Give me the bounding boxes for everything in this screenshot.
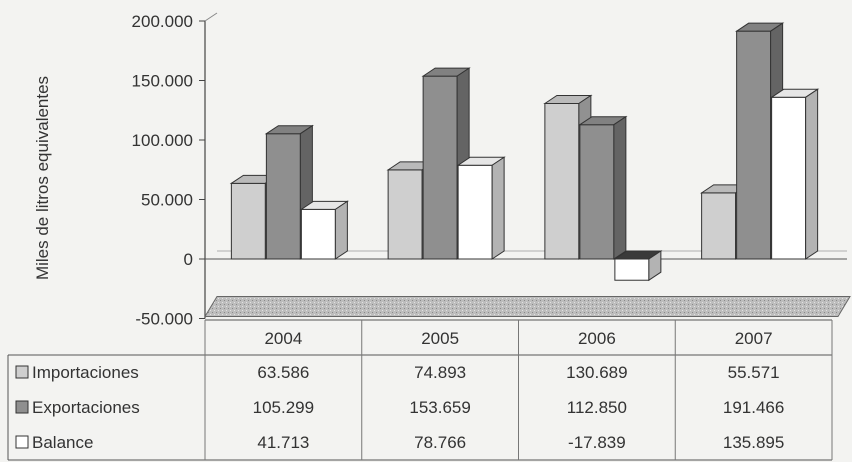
data-label: 55.571: [728, 363, 780, 382]
bar-side: [613, 115, 627, 260]
bar-front: [771, 96, 807, 260]
data-label: 135.895: [723, 433, 784, 452]
x-tick-label: 2007: [735, 329, 773, 348]
legend-swatch: [15, 400, 29, 414]
bar: [613, 250, 663, 282]
wall-top-edge: [204, 12, 218, 22]
legend-swatch: [15, 365, 29, 379]
legend-label: Balance: [32, 433, 93, 452]
bar-front: [387, 169, 423, 260]
x-tick-label: 2005: [421, 329, 459, 348]
y-axis-label: Miles de litros equivalentes: [33, 76, 52, 280]
data-label: 130.689: [566, 363, 627, 382]
data-label: 74.893: [414, 363, 466, 382]
y-tick-label: 100.000: [132, 131, 193, 150]
bar-side: [648, 250, 662, 282]
bar: [456, 156, 506, 260]
bar: [299, 200, 350, 260]
y-tick-label: 50.000: [141, 191, 193, 210]
bar-front: [736, 30, 772, 260]
legend-swatch: [15, 435, 29, 449]
data-label: -17.839: [568, 433, 626, 452]
bar-side: [805, 88, 819, 260]
bar-front: [701, 192, 737, 260]
chart-floor: [204, 296, 851, 317]
legend-label: Importaciones: [32, 363, 139, 382]
y-tick-label: 0: [184, 250, 193, 269]
y-tick-label: -50.000: [135, 310, 193, 329]
x-tick-label: 2004: [264, 329, 302, 348]
bar-side: [334, 200, 348, 260]
bar-front: [457, 164, 493, 260]
data-label: 63.586: [257, 363, 309, 382]
bar-side: [491, 156, 505, 260]
y-tick-label: 200.000: [132, 12, 193, 31]
x-tick-label: 2006: [578, 329, 616, 348]
bar-front: [579, 124, 615, 260]
data-label: 105.299: [253, 398, 314, 417]
bar: [578, 115, 628, 260]
data-label: 112.850: [567, 398, 627, 417]
data-label: 191.466: [723, 398, 784, 417]
data-label: 153.659: [409, 398, 470, 417]
legend-label: Exportaciones: [32, 398, 140, 417]
bar: [769, 88, 820, 260]
bar-front: [230, 182, 266, 260]
bar-front: [544, 102, 580, 260]
bar-front: [265, 133, 301, 260]
bar-front: [614, 258, 650, 281]
bar-front: [300, 208, 336, 260]
y-tick-label: 150.000: [132, 72, 193, 91]
data-label: 41.713: [257, 433, 309, 452]
bar-front: [422, 75, 458, 260]
data-label: 78.766: [414, 433, 466, 452]
